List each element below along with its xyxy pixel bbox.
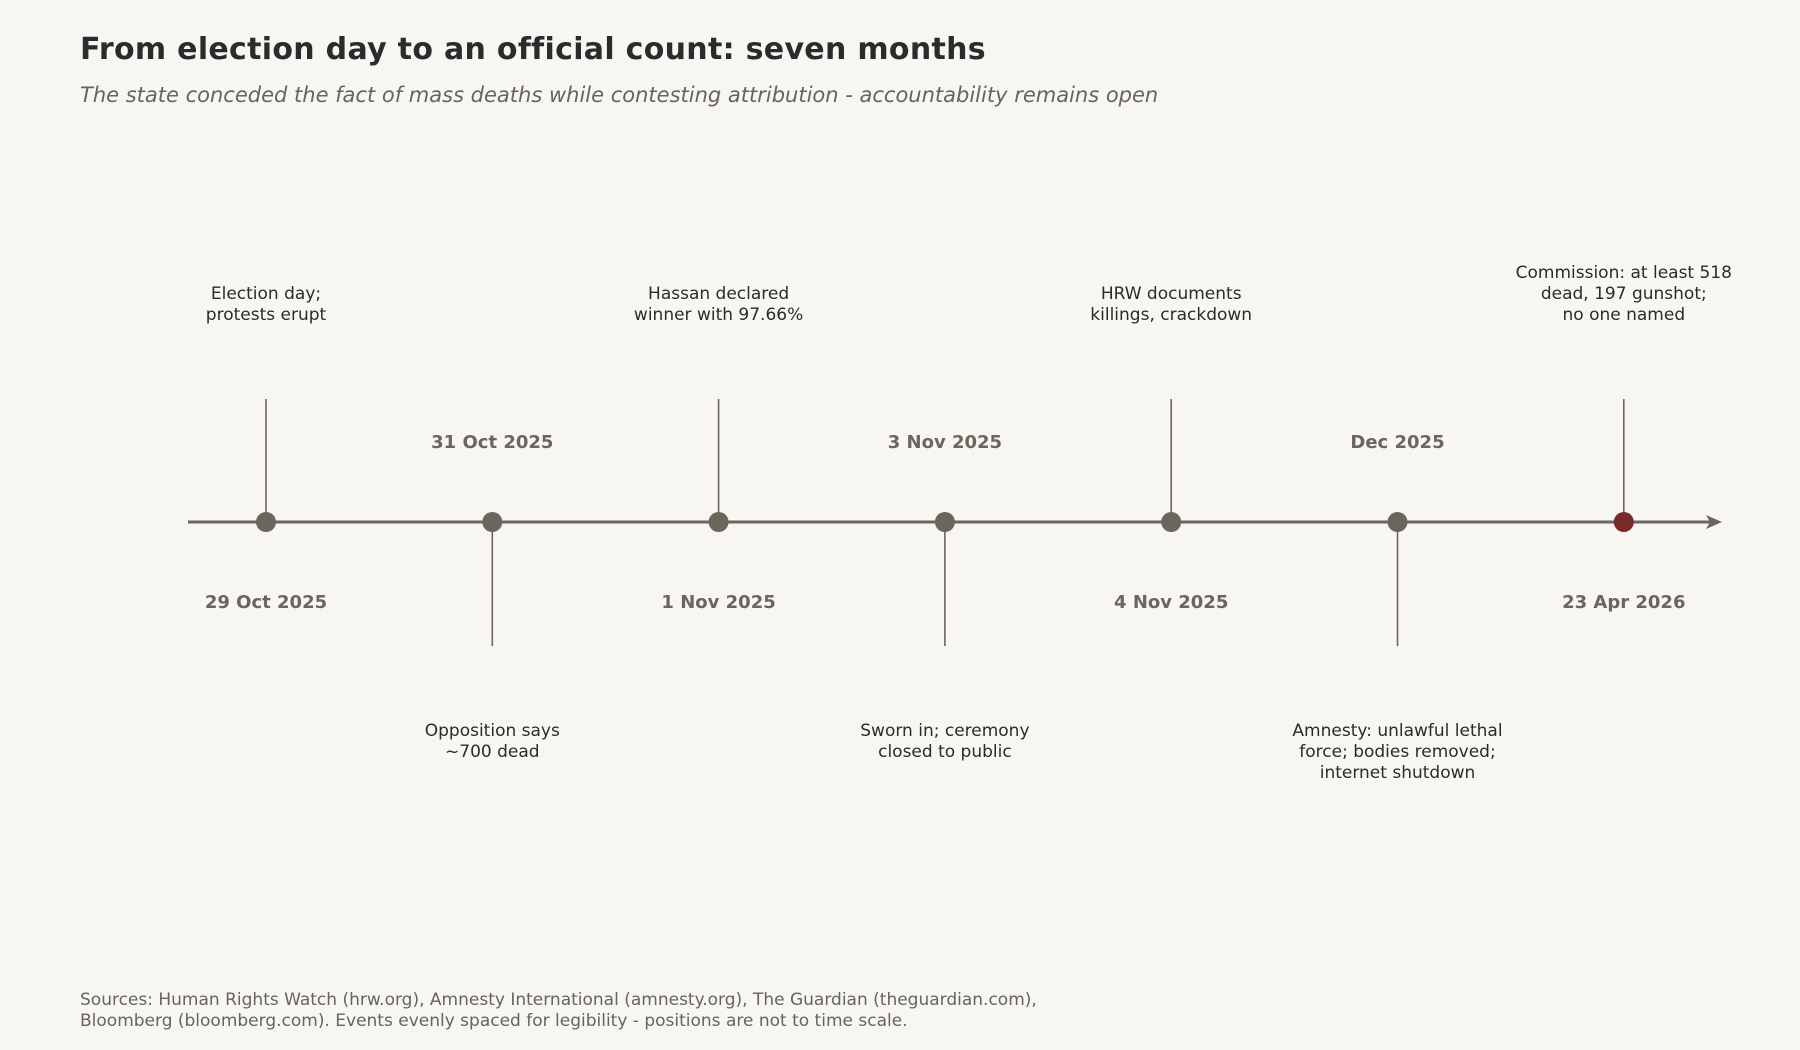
event-description: Opposition says ~700 dead bbox=[425, 721, 560, 762]
event-marker bbox=[1161, 512, 1182, 532]
event-date: 31 Oct 2025 bbox=[431, 432, 553, 453]
event-date: 1 Nov 2025 bbox=[661, 592, 775, 613]
sources-line-1: Sources: Human Rights Watch (hrw.org), A… bbox=[80, 990, 1037, 1010]
sources-line-2: Bloomberg (bloomberg.com). Events evenly… bbox=[80, 1011, 908, 1031]
event-date: 3 Nov 2025 bbox=[888, 432, 1002, 453]
event-description-line: killings, crackdown bbox=[1090, 305, 1252, 325]
event-marker bbox=[708, 512, 729, 532]
event-description-line: internet shutdown bbox=[1320, 763, 1476, 783]
event-marker bbox=[256, 512, 276, 532]
axis-arrow-icon bbox=[1706, 515, 1722, 529]
event-description-line: Amnesty: unlawful lethal bbox=[1292, 721, 1502, 741]
event-date: 29 Oct 2025 bbox=[205, 592, 327, 613]
event-description: Hassan declared winner with 97.66% bbox=[634, 284, 803, 325]
event-description: Sworn in; ceremony closed to public bbox=[860, 721, 1029, 762]
event-description: Commission: at least 518 dead, 197 gunsho… bbox=[1516, 263, 1732, 325]
event-description: Amnesty: unlawful lethal force; bodies re… bbox=[1292, 721, 1502, 783]
event-marker bbox=[934, 512, 955, 532]
event-description-line: dead, 197 gunshot; bbox=[1541, 284, 1707, 304]
event-description: HRW documents killings, crackdown bbox=[1090, 284, 1252, 325]
event-description-line: no one named bbox=[1562, 305, 1685, 325]
event-marker-highlight bbox=[1613, 512, 1634, 532]
event-description: Election day; protests erupt bbox=[206, 284, 327, 325]
page-subtitle: The state conceded the fact of mass deat… bbox=[80, 83, 1159, 107]
event-date: 23 Apr 2026 bbox=[1562, 592, 1685, 613]
sources-note: Sources: Human Rights Watch (hrw.org), A… bbox=[80, 990, 1037, 1032]
event-date: 4 Nov 2025 bbox=[1114, 592, 1228, 613]
event-description-line: HRW documents bbox=[1101, 284, 1242, 304]
event-description-line: Commission: at least 518 bbox=[1516, 263, 1732, 283]
event-description-line: closed to public bbox=[878, 742, 1012, 762]
event-description-line: winner with 97.66% bbox=[634, 305, 803, 325]
event-description-line: Opposition says bbox=[425, 721, 560, 741]
event-description-line: ~700 dead bbox=[445, 742, 540, 762]
event-date: Dec 2025 bbox=[1350, 432, 1444, 453]
event-description-line: protests erupt bbox=[206, 305, 327, 325]
event-description-line: Sworn in; ceremony bbox=[860, 721, 1029, 741]
event-marker bbox=[1387, 512, 1408, 532]
event-description-line: Election day; bbox=[211, 284, 321, 304]
event-description-line: Hassan declared bbox=[648, 284, 789, 304]
timeline-events: 29 Oct 2025 Election day; protests erupt 31… bbox=[205, 263, 1732, 783]
event-description-line: force; bodies removed; bbox=[1299, 742, 1495, 762]
page-title: From election day to an official count: … bbox=[80, 32, 986, 67]
event-marker bbox=[482, 512, 503, 532]
